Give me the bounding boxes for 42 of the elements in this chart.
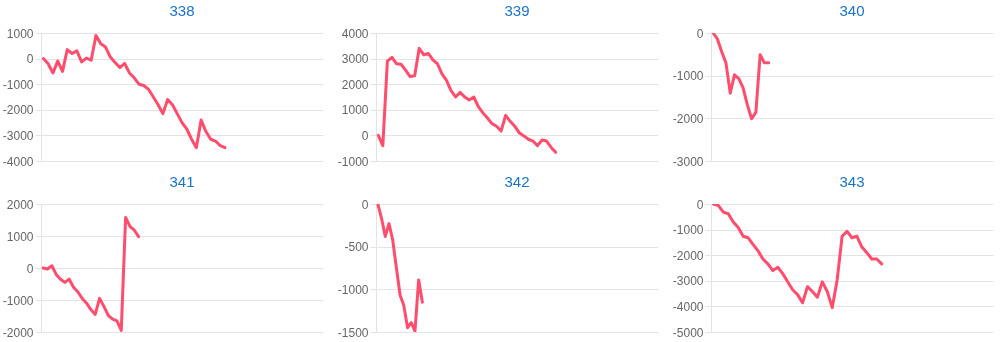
y-tick-label: 0: [26, 261, 34, 276]
chart-title: 339: [504, 2, 530, 19]
y-tick-label: -2000: [2, 103, 34, 118]
y-tick-label: 0: [26, 52, 34, 67]
y-tick-label: 3000: [341, 52, 369, 67]
line-series: [41, 215, 141, 332]
y-tick-label: -3000: [672, 274, 704, 289]
chart-title: 343: [839, 173, 865, 190]
y-tick-label: -1500: [337, 325, 369, 340]
chart-title: 340: [839, 2, 865, 19]
chart-title: 342: [504, 173, 530, 190]
y-tick-label: -4000: [672, 299, 704, 314]
y-tick-label: -500: [344, 240, 369, 255]
y-tick-label: 4000: [341, 26, 369, 41]
y-tick-label: 1000: [6, 26, 34, 41]
y-tick-label: 2000: [341, 77, 369, 92]
y-tick-label: -5000: [672, 325, 704, 340]
y-tick-label: 0: [361, 197, 369, 212]
y-tick-label: -1000: [337, 154, 369, 169]
y-tick-label: 0: [696, 197, 704, 212]
y-tick-label: -1000: [672, 223, 704, 238]
y-tick-label: 2000: [6, 197, 34, 212]
y-tick-label: -1000: [2, 77, 34, 92]
y-tick-label: -1000: [337, 282, 369, 297]
chart-title: 338: [169, 2, 195, 19]
y-tick-label: 0: [361, 128, 369, 143]
y-tick-label: 1000: [6, 229, 34, 244]
y-tick-label: -3000: [2, 128, 34, 143]
line-series: [711, 33, 771, 121]
line-series: [711, 204, 884, 310]
line-series: [376, 46, 558, 154]
chart-title: 341: [169, 173, 195, 190]
y-tick-label: -3000: [672, 154, 704, 169]
y-tick-label: -2000: [672, 111, 704, 126]
y-tick-label: -4000: [2, 154, 34, 169]
y-tick-label: -2000: [672, 248, 704, 263]
y-tick-label: -2000: [2, 325, 34, 340]
y-tick-label: 0: [696, 26, 704, 41]
y-tick-label: 1000: [341, 103, 369, 118]
line-series: [41, 34, 227, 150]
y-tick-label: -1000: [672, 69, 704, 84]
y-tick-label: -1000: [2, 293, 34, 308]
